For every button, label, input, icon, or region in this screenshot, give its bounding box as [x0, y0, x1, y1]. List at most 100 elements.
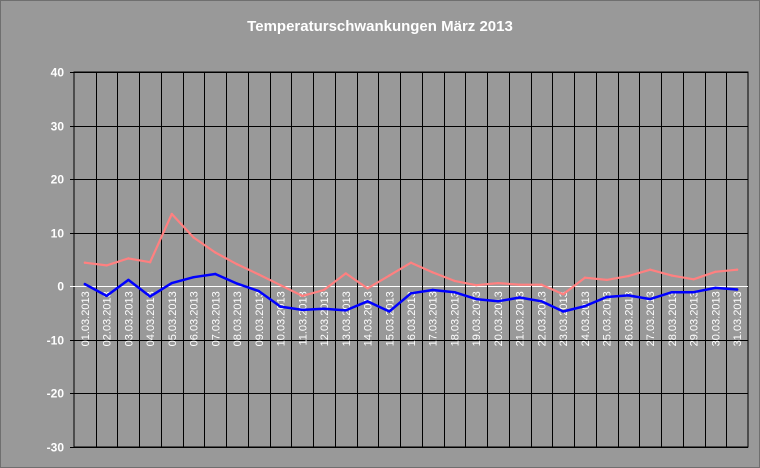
series-1-point: [540, 300, 543, 303]
series-1-point: [605, 295, 608, 299]
x-tick-label: 18.03.2013: [449, 291, 461, 346]
series-1-point: [409, 292, 413, 295]
series-0-point: [366, 287, 369, 290]
series-0-point: [235, 263, 239, 266]
series-0-point: [605, 278, 608, 282]
series-0-point: [105, 264, 108, 267]
series-1-point: [301, 308, 304, 312]
series-1-point: [344, 309, 347, 312]
series-0-point: [649, 268, 652, 271]
series-1-point: [105, 294, 108, 298]
series-0-point: [562, 293, 565, 296]
x-tick-label: 30.03.2013: [710, 291, 722, 346]
series-0-point: [496, 281, 500, 285]
series-0-point: [388, 274, 391, 277]
series-layer: [83, 212, 739, 313]
series-0-point: [735, 268, 739, 271]
x-tick-label: 28.03.2013: [667, 291, 679, 346]
series-0-point: [344, 272, 347, 275]
grid-layer: [70, 71, 749, 448]
series-0-point: [322, 288, 326, 292]
series-1-point: [127, 278, 130, 282]
x-tick-label: 25.03.2013: [602, 291, 614, 346]
series-0-point: [301, 294, 304, 298]
series-1-point: [496, 300, 500, 303]
series-1-point: [192, 276, 195, 279]
series-0-point: [714, 270, 717, 273]
series-1-point: [735, 288, 739, 291]
series-1-point: [692, 291, 695, 294]
x-tick-label: 02.03.2013: [102, 291, 114, 346]
x-tick-label: 13.03.2013: [341, 291, 353, 346]
y-tick-label: 30: [51, 120, 65, 134]
x-tick-label: 31.03.2013: [732, 291, 744, 346]
x-tick-label: 01.03.2013: [80, 291, 92, 346]
series-1-point: [148, 295, 152, 298]
series-1-point: [257, 289, 260, 293]
x-tick-label: 03.03.2013: [123, 291, 135, 346]
plot-area: [73, 71, 749, 448]
series-0-point: [670, 274, 674, 277]
series-1-point: [366, 300, 369, 303]
x-tick-label: 22.03.2013: [536, 291, 548, 346]
x-tick-label: 10.03.2013: [276, 291, 288, 346]
series-0-point: [409, 261, 413, 264]
series-1-point: [583, 304, 587, 308]
series-1-point: [279, 305, 282, 308]
series-0-point: [453, 279, 456, 283]
series-0-point: [540, 283, 543, 286]
series-1-point: [670, 291, 674, 294]
series-1-point: [562, 310, 565, 313]
x-tick-label: 12.03.2013: [319, 291, 331, 346]
y-tick-label: 40: [51, 66, 65, 80]
x-tick-label: 04.03.2013: [145, 291, 157, 346]
x-tick-label: 16.03.2013: [406, 291, 418, 346]
x-tick-label: 14.03.2013: [363, 291, 375, 346]
series-0-point: [192, 236, 195, 239]
series-1-point: [518, 296, 521, 299]
series-0-point: [518, 283, 521, 286]
x-tick-label: 20.03.2013: [493, 291, 505, 346]
series-0-point: [83, 261, 87, 264]
chart-title: Temperaturschwankungen März 2013: [247, 18, 513, 35]
series-1-point: [235, 282, 239, 285]
series-0-point: [583, 276, 587, 279]
y-tick-label: -10: [47, 334, 65, 348]
y-tick-label: -20: [47, 387, 65, 401]
series-1-point: [649, 297, 652, 301]
x-tick-label: 23.03.2013: [558, 291, 570, 346]
x-tick-label: 15.03.2013: [384, 291, 396, 346]
series-1-point: [627, 294, 630, 297]
series-1-point: [475, 297, 478, 301]
series-1-point: [453, 291, 456, 294]
x-tick-label: 27.03.2013: [645, 291, 657, 346]
series-1-point: [714, 286, 717, 290]
series-0-point: [170, 212, 173, 216]
series-1-point: [322, 307, 326, 310]
y-tick-label: -30: [47, 441, 65, 455]
x-tick-label: 26.03.2013: [623, 291, 635, 346]
y-axis: 40 30 20 10 0 -10 -20 -30: [47, 66, 65, 455]
series-1-point: [431, 288, 434, 292]
series-0-point: [431, 271, 434, 274]
series-0-point: [627, 274, 630, 278]
x-tick-label: 08.03.2013: [232, 291, 244, 346]
series-0-point: [692, 278, 695, 281]
x-tick-label: 29.03.2013: [689, 291, 701, 346]
series-0-point: [127, 257, 130, 260]
series-1-point: [388, 310, 391, 313]
series-0-point: [257, 273, 260, 276]
x-tick-label: 05.03.2013: [167, 291, 179, 346]
y-tick-label: 0: [57, 280, 64, 294]
series-0-point: [475, 284, 478, 287]
y-tick-label: 10: [51, 227, 65, 241]
x-tick-label: 19.03.2013: [471, 291, 483, 346]
x-tick-label: 24.03.2013: [580, 291, 592, 346]
x-tick-label: 06.03.2013: [189, 291, 201, 346]
series-0-point: [214, 251, 217, 254]
series-1-point: [170, 281, 173, 285]
x-tick-label: 09.03.2013: [254, 291, 266, 346]
series-1-point: [83, 282, 87, 286]
